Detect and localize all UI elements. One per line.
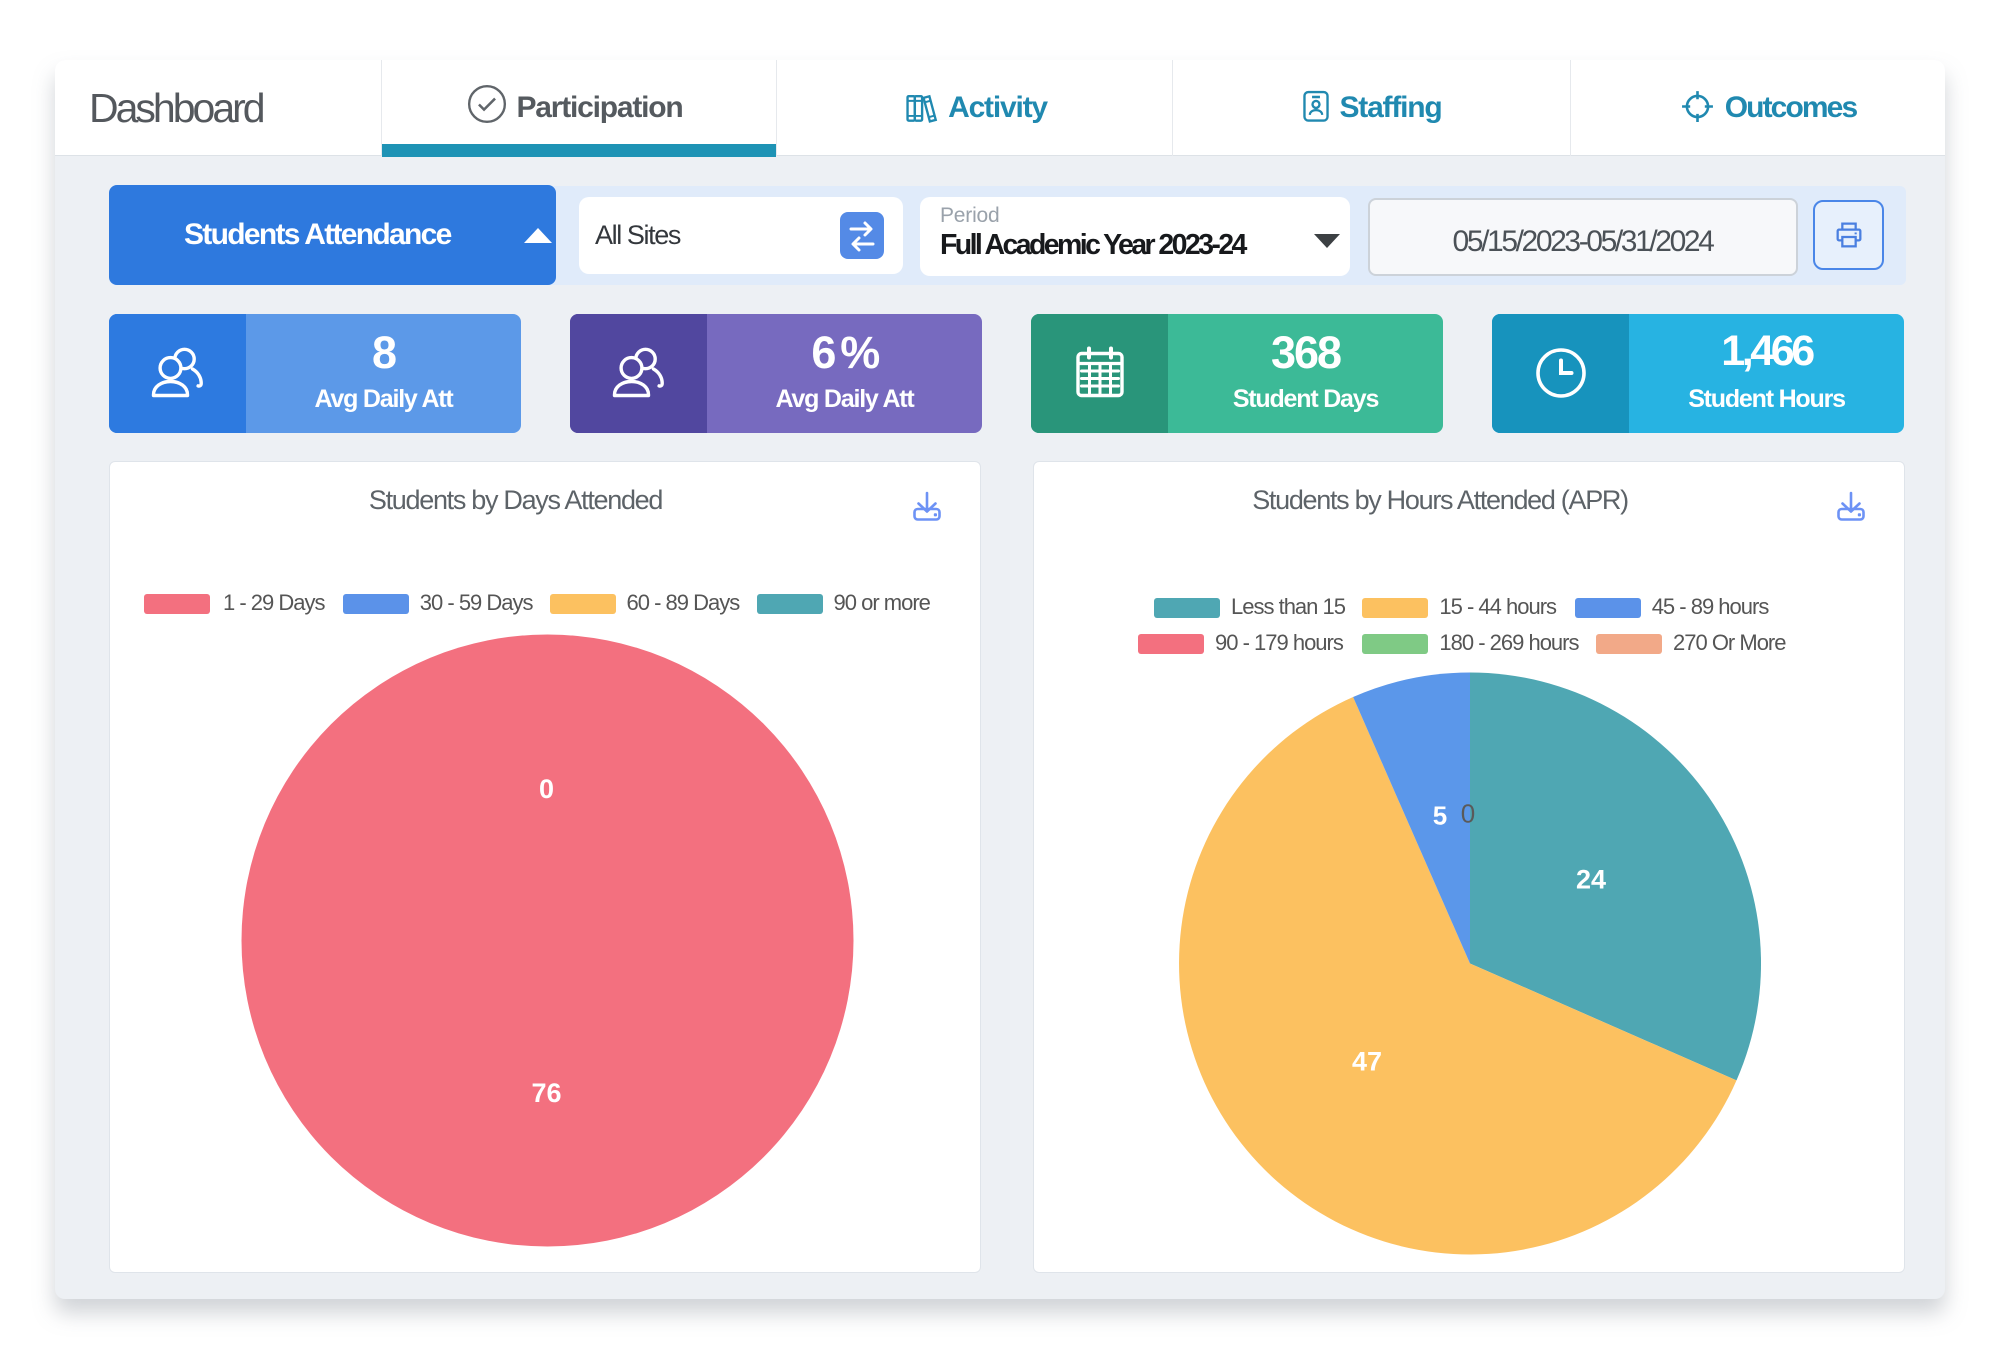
- svg-text:47: 47: [1352, 1046, 1382, 1076]
- svg-text:5: 5: [1433, 800, 1447, 830]
- svg-text:24: 24: [1576, 864, 1606, 894]
- svg-text:0: 0: [1461, 798, 1475, 828]
- svg-text:0: 0: [538, 774, 553, 804]
- svg-text:76: 76: [531, 1078, 561, 1108]
